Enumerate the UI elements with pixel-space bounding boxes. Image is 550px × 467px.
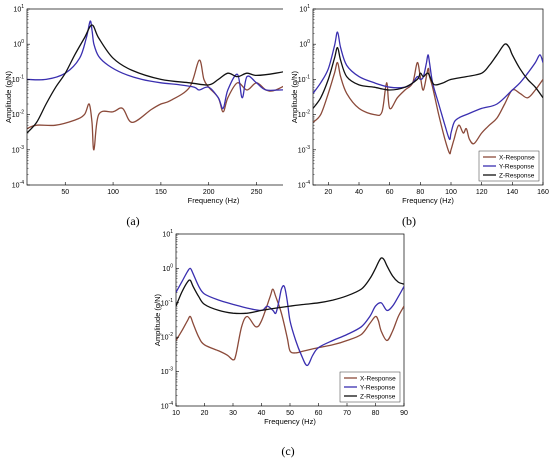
x-tick-label: 10: [172, 410, 180, 417]
x-tick-label: 90: [400, 410, 408, 417]
x-tick-label: 80: [372, 410, 380, 417]
x-tick-label: 40: [258, 410, 266, 417]
y-ticks-b: 101 100 10-1 10-2 10-3 10-4: [298, 4, 316, 190]
x-tick-label: 150: [155, 189, 167, 196]
x-tick-label: 20: [324, 189, 332, 196]
x-ticks-c: 10 20 30 40 50 60 70 80 90: [172, 403, 408, 417]
x-axis-title-b: Frequency (Hz): [402, 196, 454, 205]
legend-label: Y-Response: [499, 163, 535, 170]
y-tick-label: 10-2: [12, 110, 24, 120]
legend-label: Y-Response: [360, 384, 396, 391]
y-tick-label: 10-3: [12, 145, 24, 155]
series-line-x-response: [313, 61, 543, 155]
x-tick-label: 20: [201, 410, 209, 417]
y-axis-title-a: Amplitude (g/N): [4, 70, 13, 123]
y-tick-label: 101: [13, 4, 24, 14]
panel-label-b: (b): [402, 214, 416, 228]
y-tick-label: 10-4: [12, 180, 24, 190]
x-tick-label: 70: [343, 410, 351, 417]
y-tick-label: 10-1: [161, 298, 173, 308]
x-ticks-b: 20 40 60 80 100 120 140 160: [324, 182, 549, 196]
x-tick-label: 40: [355, 189, 363, 196]
y-tick-label: 10-3: [298, 145, 310, 155]
series-layer-c: [176, 257, 404, 367]
y-axis-title-b: Amplitude (g/N): [290, 70, 299, 123]
legend-c: X-Response Y-Response Z-Response: [339, 371, 401, 403]
x-tick-label: 200: [203, 189, 215, 196]
x-tick-label: 100: [445, 189, 457, 196]
legend-label: Z-Response: [360, 393, 396, 400]
y-tick-label: 101: [299, 4, 310, 14]
x-tick-label: 120: [476, 189, 488, 196]
y-tick-label: 10-3: [161, 367, 173, 377]
y-tick-label: 10-4: [298, 180, 310, 190]
y-ticks-c: 101 100 10-1 10-2 10-3 10-4: [161, 229, 179, 411]
x-tick-label: 60: [386, 189, 394, 196]
series-line-z-response: [313, 43, 543, 109]
x-axis-title-a: Frequency (Hz): [188, 196, 240, 205]
series-line-y-response: [176, 267, 404, 367]
legend-label: Z-Response: [499, 172, 535, 179]
y-tick-label: 100: [13, 39, 24, 49]
panel-label-c: (c): [281, 444, 294, 458]
x-tick-label: 50: [286, 410, 294, 417]
x-tick-label: 160: [537, 189, 549, 196]
x-tick-label: 140: [506, 189, 518, 196]
panel-c: 10 20 30 40 50 60 70 80 90 101 100 10-1 10-2 10-3 10-…: [153, 229, 408, 458]
y-tick-label: 100: [162, 263, 173, 273]
y-axis-title-c: Amplitude (g/N): [153, 293, 162, 346]
x-tick-label: 30: [229, 410, 237, 417]
legend-label: X-Response: [360, 375, 396, 382]
panel-b: 20 40 60 80 100 120 140 160 10110010-110-210-31…: [283, 0, 550, 228]
panel-label-a: (a): [126, 214, 139, 228]
x-tick-label: 100: [107, 189, 119, 196]
x-tick-label: 50: [61, 189, 69, 196]
y-tick-label: 10-4: [161, 401, 173, 411]
y-tick-label: 10-2: [161, 332, 173, 342]
series-layer-b: [313, 31, 543, 155]
x-tick-label: 60: [315, 410, 323, 417]
y-ticks-a: 101 100 10-1 10-2 10-3 10-4: [12, 4, 30, 190]
legend-b: X-Response Y-Response Z-Response: [478, 150, 540, 182]
y-tick-label: 10-2: [298, 110, 310, 120]
y-tick-label: 100: [299, 39, 310, 49]
x-axis-title-c: Frequency (Hz): [264, 417, 316, 426]
series-line-z-response: [176, 257, 404, 315]
y-tick-label: 10-1: [298, 74, 310, 84]
x-tick-label: 80: [416, 189, 424, 196]
y-tick-label: 101: [162, 229, 173, 239]
series-line-y-response: [313, 31, 543, 141]
series-line-x-response: [176, 288, 404, 361]
x-tick-label: 250: [251, 189, 263, 196]
y-tick-label: 10-1: [12, 74, 24, 84]
legend-label: X-Response: [499, 154, 535, 161]
